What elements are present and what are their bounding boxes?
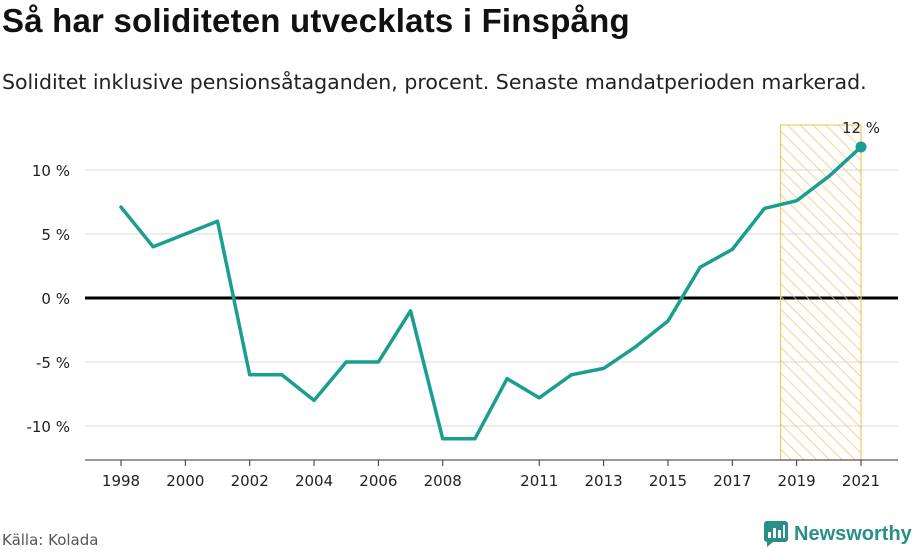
mandate-period-highlight [779, 124, 862, 461]
y-axis-ticks: 10 % 5 % 0 % -5 % -10 % [26, 162, 70, 436]
x-tick-label: 2015 [649, 472, 687, 490]
x-tick-label: 2019 [778, 472, 816, 490]
grid-lines [85, 169, 898, 427]
y-tick-label: 10 % [32, 162, 70, 180]
x-tick-label: 2017 [713, 472, 751, 490]
series [119, 141, 867, 441]
source-note: Källa: Kolada [2, 531, 99, 549]
x-tick-label: 2006 [359, 472, 397, 490]
y-tick-label: -5 % [36, 354, 70, 372]
x-tick-label: 2021 [842, 472, 880, 490]
data-labels: 12 % [842, 119, 880, 137]
y-tick-label: -10 % [26, 418, 70, 436]
x-tick-label: 2002 [231, 472, 269, 490]
x-tick-label: 2013 [585, 472, 623, 490]
end-value-label: 12 % [842, 119, 880, 137]
y-tick-label: 0 % [41, 290, 70, 308]
chart-title: Så har soliditeten utvecklats i Finspång [2, 2, 630, 39]
x-tick-label: 2004 [295, 472, 333, 490]
brand-logo: Newsworthy [764, 521, 912, 547]
series-line [119, 145, 863, 441]
chart-subtitle: Soliditet inklusive pensionsåtaganden, p… [2, 70, 867, 94]
highlight-region [779, 124, 862, 461]
x-tick-label: 2000 [166, 472, 204, 490]
x-tick-label: 1998 [102, 472, 140, 490]
y-tick-label: 5 % [41, 226, 70, 244]
x-axis-ticks: 1998 2000 2002 2004 2006 2008 2011 2013 2015 2017… [85, 459, 898, 490]
end-point-marker [855, 141, 867, 153]
newsworthy-logo-icon [764, 521, 788, 547]
x-tick-label: 2011 [520, 472, 558, 490]
x-tick-label: 2008 [424, 472, 462, 490]
brand-name: Newsworthy [794, 522, 912, 545]
